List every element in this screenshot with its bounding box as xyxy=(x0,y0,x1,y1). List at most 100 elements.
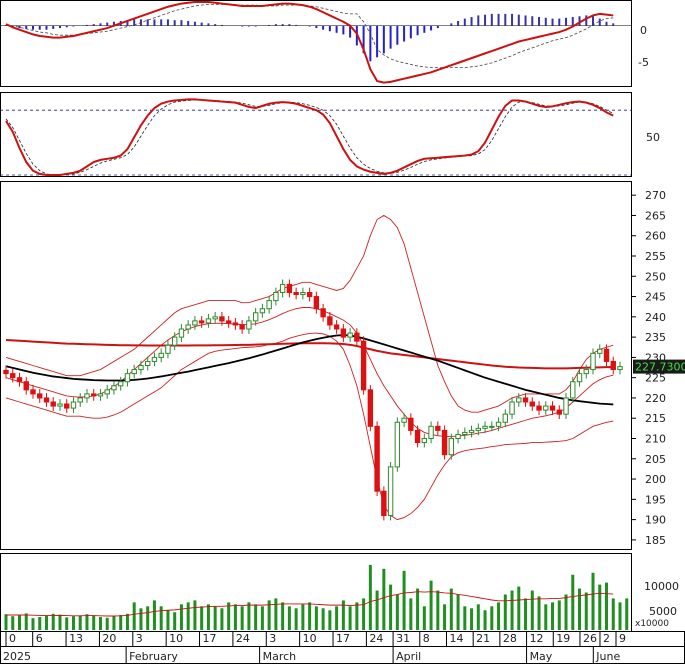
candle-body xyxy=(10,373,16,379)
candle-body xyxy=(435,425,441,431)
volume-bar xyxy=(611,598,615,630)
volume-bar xyxy=(429,580,433,630)
volume-bar xyxy=(362,598,366,630)
candle-body xyxy=(475,427,482,431)
volume-bar xyxy=(152,600,156,630)
price-panel: 1851901952002052102152202252302352402452… xyxy=(3,189,685,547)
candle-body xyxy=(441,429,448,456)
volume-bar xyxy=(287,606,291,630)
volume-bar xyxy=(301,604,305,630)
candle xyxy=(462,427,468,440)
candle xyxy=(489,421,495,432)
x-day-tick-label: 19 xyxy=(556,632,570,645)
candle-body xyxy=(171,336,178,346)
candle xyxy=(23,376,29,395)
candle xyxy=(91,389,97,401)
candle-body xyxy=(279,283,286,293)
price-ytick-label: 235 xyxy=(645,331,666,344)
volume-bar xyxy=(220,608,224,630)
volume-bar xyxy=(517,586,521,630)
candle xyxy=(327,311,333,330)
candle-body xyxy=(23,381,29,391)
volume-bar xyxy=(119,615,123,630)
x-day-tick-label: 13 xyxy=(69,632,83,645)
candle xyxy=(16,372,23,387)
candle-body xyxy=(590,352,596,371)
candle-body xyxy=(286,283,293,293)
candle-body xyxy=(205,318,212,324)
volume-bar xyxy=(38,616,42,630)
volume-bar xyxy=(105,617,109,630)
volume-bar xyxy=(166,610,170,630)
volume-bar xyxy=(44,615,48,630)
candle xyxy=(266,295,272,314)
long-moving-average xyxy=(5,338,614,370)
macd-signal-line xyxy=(5,3,614,69)
volume-bar xyxy=(17,615,21,630)
candle-body xyxy=(64,403,70,409)
candle xyxy=(482,421,488,434)
candle xyxy=(570,376,576,403)
candle xyxy=(421,433,428,448)
volume-bar xyxy=(591,572,595,630)
candle-body xyxy=(225,320,232,324)
volume-bar xyxy=(308,602,312,630)
candle-body xyxy=(610,360,616,371)
volume-bar xyxy=(510,590,514,630)
candle-body xyxy=(198,320,205,324)
candle xyxy=(576,368,583,387)
candle xyxy=(583,364,589,379)
volume-bar xyxy=(274,598,278,630)
candle xyxy=(97,389,104,401)
candle xyxy=(43,393,50,407)
macd-panel-frame xyxy=(0,0,632,87)
candle-body xyxy=(91,393,97,397)
volume-bar xyxy=(58,614,62,630)
candle-body xyxy=(246,320,252,330)
candle xyxy=(468,425,475,438)
candle-body xyxy=(529,401,535,407)
volume-bar xyxy=(125,613,129,630)
candle-body xyxy=(57,403,63,407)
price-ytick-label: 220 xyxy=(645,392,666,405)
candle-body xyxy=(360,340,367,391)
last-price-label: 227.7300 xyxy=(635,361,685,374)
candle xyxy=(273,287,279,306)
candle xyxy=(185,320,191,334)
volume-unit-label: x10000 xyxy=(635,619,669,629)
volume-bar xyxy=(564,594,568,630)
candle-body xyxy=(97,393,104,397)
x-month-label: March xyxy=(263,650,297,663)
oscillator-ytick-50: 50 xyxy=(646,131,660,144)
candle-body xyxy=(138,365,144,371)
candle xyxy=(448,433,455,460)
candle-body xyxy=(543,405,549,411)
candle xyxy=(144,356,151,371)
oscillator-d-line xyxy=(5,99,614,176)
volume-bar xyxy=(260,606,264,630)
candle xyxy=(563,393,569,420)
candle-body xyxy=(327,316,333,326)
candle-body xyxy=(428,425,434,440)
candle-body xyxy=(455,433,461,440)
volume-bar xyxy=(328,610,332,630)
candle xyxy=(124,368,131,387)
x-month-label: June xyxy=(595,650,620,663)
volume-bar xyxy=(436,590,440,630)
candle-body xyxy=(118,381,124,387)
volume-bar xyxy=(557,600,561,630)
volume-bar xyxy=(92,615,96,630)
candle xyxy=(50,397,56,411)
candle xyxy=(198,316,205,328)
volume-bar xyxy=(24,613,28,630)
candle xyxy=(259,303,266,318)
volume-bar xyxy=(544,604,548,630)
candle-body xyxy=(603,348,610,362)
candle-body xyxy=(104,389,110,395)
volume-bar xyxy=(321,608,325,630)
candle-body xyxy=(448,438,455,456)
volume-bar xyxy=(98,616,102,630)
candle xyxy=(435,421,441,436)
candle-body xyxy=(583,369,589,375)
